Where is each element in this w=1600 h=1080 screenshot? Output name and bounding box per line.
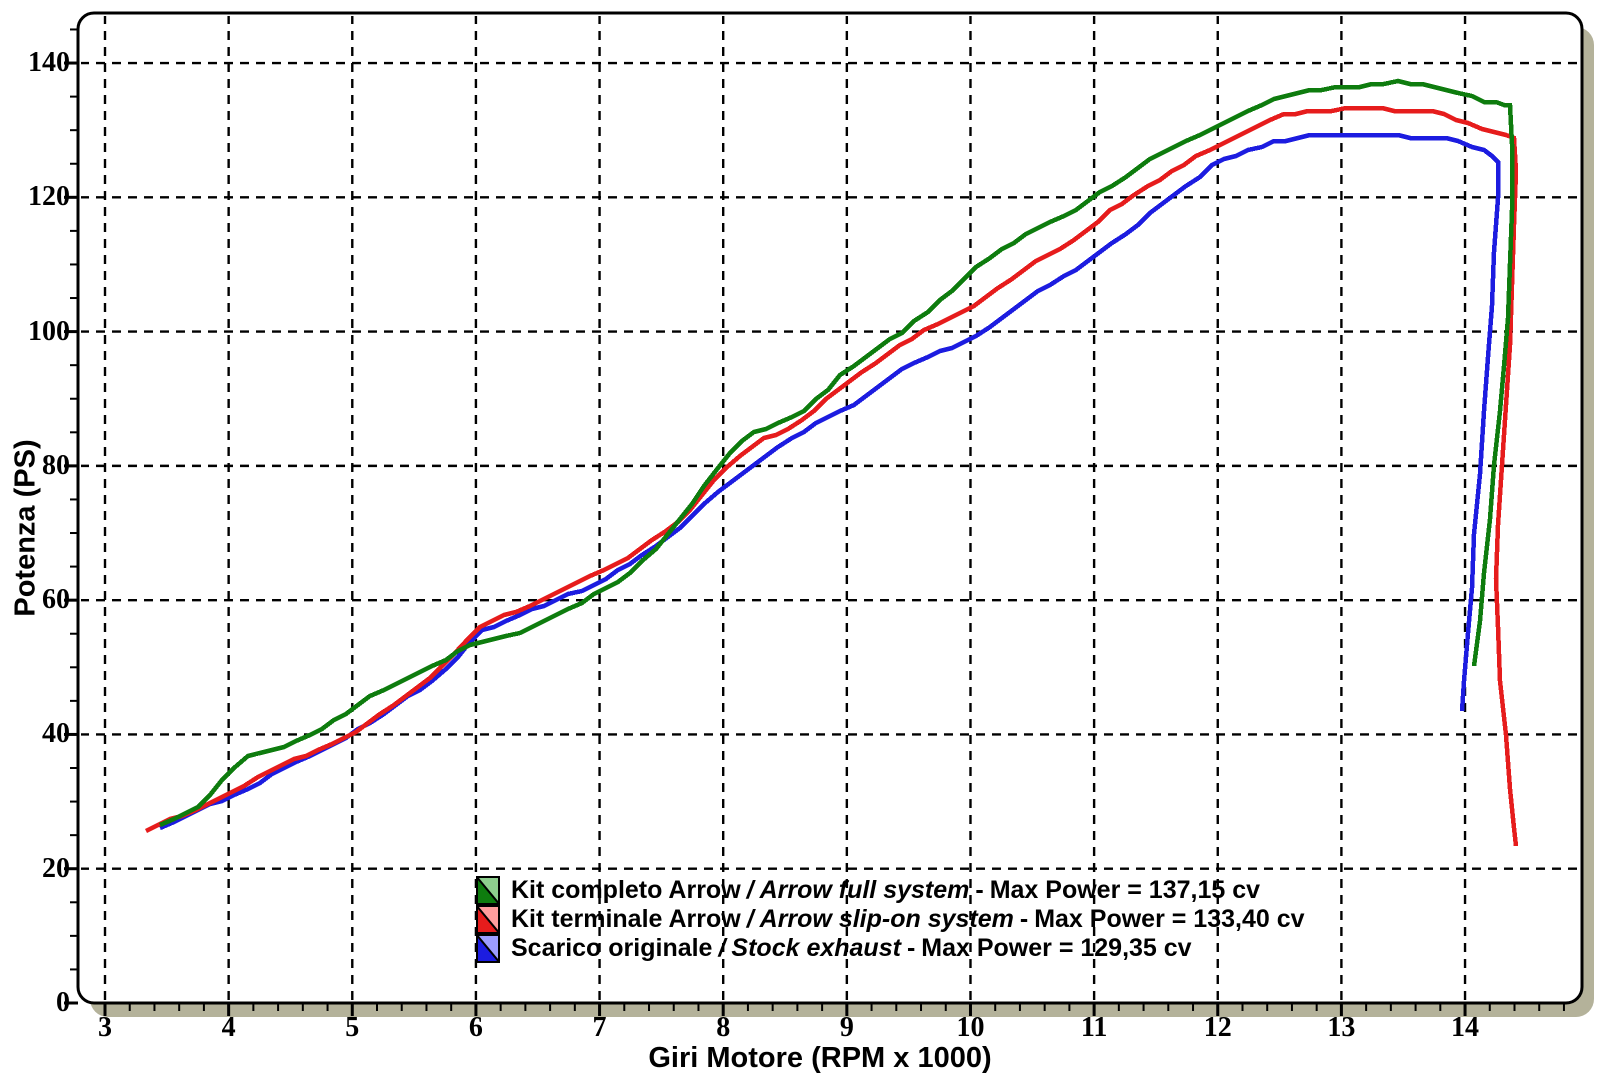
x-tick-label: 5 — [345, 1012, 360, 1043]
legend-label-en: Stock exhaust — [731, 934, 901, 962]
legend-separator: / — [746, 905, 754, 933]
legend-dash: - — [906, 934, 916, 962]
x-tick-label: 11 — [1080, 1012, 1108, 1043]
x-tick-label: 9 — [839, 1012, 854, 1043]
x-axis-title: Giri Motore (RPM x 1000) — [648, 1042, 992, 1074]
y-tick-label: 20 — [42, 852, 70, 884]
curve-arrow-full-system — [159, 78, 1515, 828]
legend-max-power: Max Power = 137,15 cv — [989, 876, 1261, 904]
x-tick-label: 10 — [956, 1012, 985, 1043]
x-tick-label: 8 — [716, 1012, 731, 1043]
x-tick-label: 3 — [98, 1012, 112, 1043]
legend-item-arrow-slip-on: Kit terminale Arrow / Arrow slip-on system… — [476, 905, 1305, 934]
plot-frame — [76, 11, 1584, 1005]
legend-swatch-blue-icon — [476, 934, 500, 963]
curve-arrow-slip-on-system — [144, 105, 1519, 847]
x-tick-label: 7 — [592, 1012, 607, 1043]
legend-label: Scarico originale / Stock exhaust - Max Powe… — [511, 934, 1192, 963]
legend-max-power: Max Power = 133,40 cv — [1034, 905, 1305, 933]
x-tick-label: 4 — [221, 1012, 236, 1043]
x-tick-label: 6 — [468, 1012, 483, 1043]
legend-item-stock-exhaust: Scarico originale / Stock exhaust - Max Powe… — [476, 934, 1305, 963]
y-tick-label: 100 — [28, 315, 70, 347]
y-tick-label: 140 — [28, 47, 70, 79]
x-tick-label: 14 — [1451, 1012, 1480, 1043]
y-tick-label: 60 — [42, 584, 70, 616]
legend-dash: - — [975, 876, 984, 904]
gridlines — [81, 16, 1579, 1000]
legend-swatch-green-icon — [476, 876, 500, 905]
legend-swatch-red-icon — [476, 905, 500, 934]
legend-label: Kit terminale Arrow / Arrow slip-on system… — [511, 905, 1305, 934]
legend-label: Kit completo Arrow / Arrow full system - Max… — [511, 876, 1260, 905]
y-tick-label: 0 — [56, 987, 70, 1018]
legend-dash: - — [1019, 905, 1029, 933]
y-tick-label: 120 — [28, 181, 70, 213]
legend-label-it: Kit terminale Arrow — [511, 905, 741, 933]
x-tick-label: 13 — [1327, 1012, 1356, 1043]
power-curves — [144, 78, 1519, 847]
legend-max-power: Max Power = 129,35 cv — [921, 934, 1192, 962]
y-axis-title: Potenza (PS) — [9, 439, 42, 617]
legend-label-en: Arrow full system — [759, 876, 970, 904]
y-tick-label: 80 — [42, 449, 70, 481]
legend-item-arrow-full-system: Kit completo Arrow / Arrow full system - Max… — [476, 876, 1305, 905]
legend-label-en: Arrow slip-on system — [759, 905, 1014, 933]
axis-ticks — [64, 28, 1565, 1016]
legend-separator: / — [718, 934, 726, 962]
y-tick-label: 40 — [42, 718, 70, 750]
legend-label-it: Kit completo Arrow — [511, 876, 741, 904]
legend: Kit completo Arrow / Arrow full system - Max… — [476, 876, 1305, 963]
legend-separator: / — [746, 876, 754, 904]
x-tick-label: 12 — [1203, 1012, 1232, 1043]
legend-label-it: Scarico originale — [511, 934, 713, 962]
